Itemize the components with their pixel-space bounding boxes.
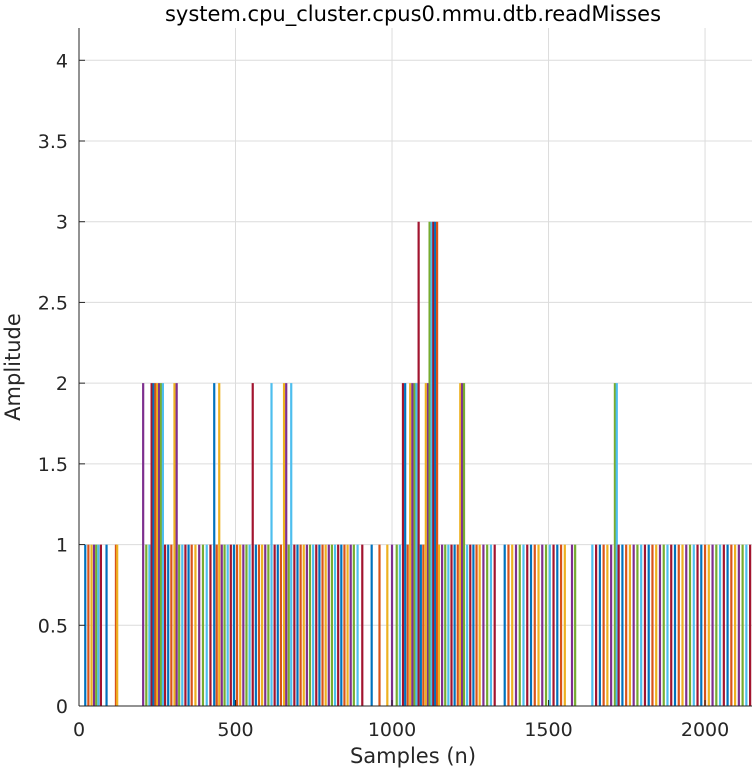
y-tick-label: 1.5 [38, 454, 68, 476]
y-axis-title: Amplitude [1, 313, 25, 421]
y-tick-label: 4 [56, 50, 68, 72]
y-tick-label: 2.5 [38, 292, 68, 314]
y-tick-label: 3 [56, 212, 68, 234]
y-tick-label: 3.5 [38, 131, 68, 153]
y-tick-label: 0.5 [38, 615, 68, 637]
y-tick-label: 2 [56, 373, 68, 395]
x-tick-labels: 0 500 1000 1500 2000 [73, 700, 729, 741]
y-tick-labels: 0 0.5 1 1.5 2 2.5 3 3.5 4 [38, 50, 85, 718]
chart-title: system.cpu_cluster.cpus0.mmu.dtb.readMis… [165, 2, 661, 27]
y-tick-label: 0 [56, 696, 68, 718]
y-tick-label: 1 [56, 535, 68, 557]
x-tick-label: 1000 [368, 719, 416, 741]
x-tick-label: 500 [217, 719, 253, 741]
x-axis-title: Samples (n) [350, 744, 476, 768]
x-tick-label: 1500 [524, 719, 572, 741]
x-tick-label: 0 [73, 719, 85, 741]
data-series [84, 221, 752, 706]
x-tick-label: 2000 [681, 719, 729, 741]
